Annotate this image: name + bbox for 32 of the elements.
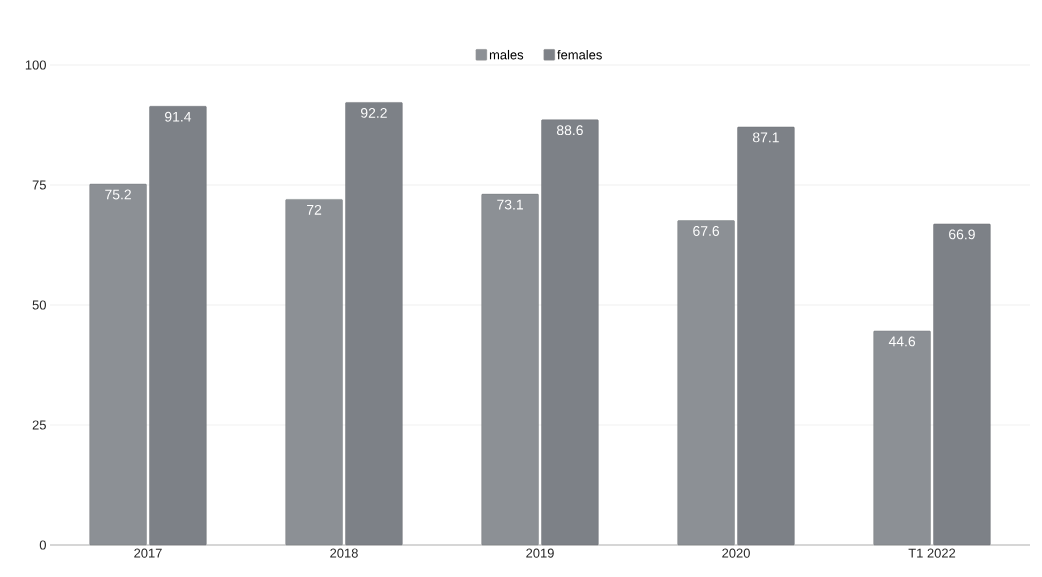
bar — [737, 126, 795, 546]
x-tick-label: 2017 — [134, 548, 162, 558]
bar — [481, 193, 539, 546]
bar — [149, 106, 207, 546]
x-tick-label: 2019 — [526, 548, 554, 558]
y-tick-label: 75 — [32, 180, 46, 190]
data-label: 67.6 — [693, 226, 720, 236]
x-tick-label: 2020 — [722, 548, 750, 558]
data-label: 92.2 — [361, 107, 387, 118]
bar — [285, 199, 343, 546]
bar — [677, 220, 735, 546]
y-tick-label: 25 — [32, 420, 46, 430]
data-label: 66.9 — [949, 229, 975, 240]
data-label: 91.4 — [165, 111, 192, 122]
bar — [873, 330, 931, 546]
y-tick-label: 50 — [32, 300, 46, 310]
bar — [541, 119, 599, 546]
x-tick-label: 2018 — [330, 548, 358, 558]
data-label: 75.2 — [105, 189, 131, 200]
legend-label: females — [557, 49, 602, 60]
data-label: 88.6 — [556, 125, 583, 136]
legend-label: males — [489, 49, 524, 60]
bar — [345, 102, 403, 546]
data-label: 73.1 — [497, 199, 523, 210]
y-tick-label: 100 — [25, 60, 46, 70]
bar — [89, 183, 147, 546]
data-label: 72 — [307, 204, 322, 215]
data-label: 44.6 — [888, 336, 916, 347]
bar — [933, 223, 991, 546]
y-tick-label: 0 — [39, 540, 46, 550]
x-tick-label: T1 2022 — [908, 548, 956, 558]
data-label: 87.1 — [752, 132, 779, 143]
